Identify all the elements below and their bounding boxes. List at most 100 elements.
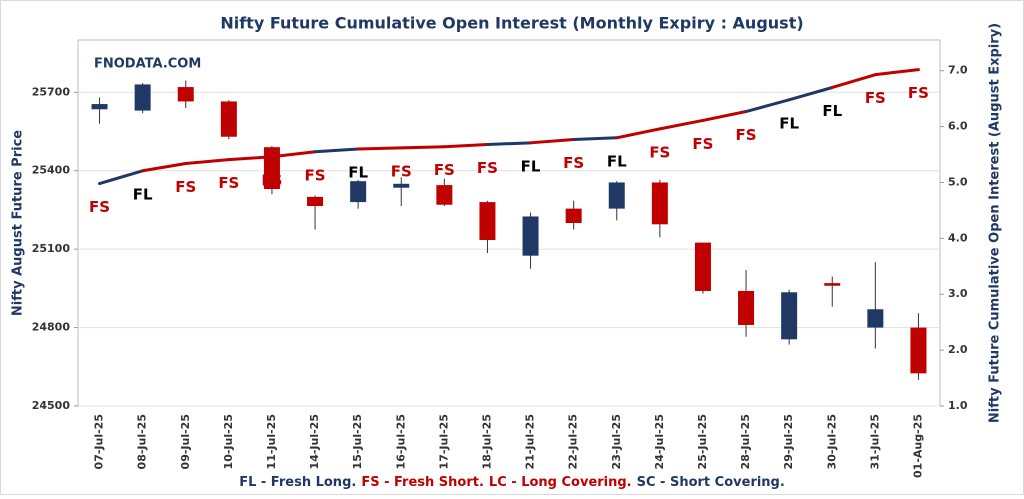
oi-line-segment [744,98,791,114]
legend-item: FL - Fresh Long. [239,475,356,490]
y-tick-label: 25700 [32,85,71,98]
legend: FL - Fresh Long. FS - Fresh Short. LC - Lo… [239,475,785,490]
signal-label: FS [736,126,757,144]
oi-line-segment [399,145,446,150]
candle-body [350,181,367,203]
candle-body [694,242,711,291]
oi-line-segment [873,68,920,77]
candle-body [307,196,324,207]
signal-label: FL [607,152,627,170]
x-tick-label: 25-Jul-25 [696,414,709,469]
oi-line-segment [830,73,877,89]
signal-label: FS [434,161,455,179]
y2-tick-label: 3.0 [948,287,968,300]
y2-tick-label: 4.0 [948,231,968,244]
signal-label: FS [218,174,239,192]
candle-body [651,182,668,225]
y-axis-title: Nifty August Future Price [11,130,26,316]
candle-body [824,283,841,286]
signal-label: FS [175,178,196,196]
candle-body [867,309,884,328]
signal-label: FS [477,159,498,177]
candle-body [522,216,539,256]
x-tick-label: 11-Jul-25 [265,414,278,469]
candle-body [479,202,496,240]
signal-label: FS [563,154,584,172]
signal-label: FS [908,84,929,102]
oi-line-segment [98,169,145,186]
x-tick-label: 14-Jul-25 [308,414,321,469]
x-tick-label: 10-Jul-25 [222,414,235,469]
candle-body [177,87,194,102]
y2-tick-label: 5.0 [948,175,968,188]
x-tick-label: 30-Jul-25 [825,414,838,469]
oi-line-segment [787,85,834,102]
legend-item: SC - Short Covering. [637,475,785,490]
y2-tick-label: 2.0 [948,343,968,356]
x-tick-label: 28-Jul-25 [739,414,752,469]
candle-body [781,292,798,340]
x-tick-label: 08-Jul-25 [136,414,149,469]
candle-body [220,101,237,137]
x-tick-label: 23-Jul-25 [610,414,623,469]
x-tick-label: 07-Jul-25 [93,414,106,469]
signal-label: FS [692,135,713,153]
oi-line-segment [485,141,533,146]
oi-line-segment [184,158,231,165]
watermark: FNODATA.COM [94,57,201,72]
candle-body [134,84,151,111]
x-tick-label: 21-Jul-25 [524,414,537,469]
y-tick-label: 24500 [32,399,71,412]
x-tick-label: 01-Aug-25 [911,414,924,478]
x-tick-label: 18-Jul-25 [480,414,493,469]
x-tick-label: 09-Jul-25 [179,414,192,469]
candle-body [738,290,755,325]
signal-label: FS [391,162,412,180]
oi-line-segment [658,118,705,131]
signal-label: FL [822,102,842,120]
signal-label: FS [305,166,326,184]
oi-line-segment [313,147,360,154]
x-tick-label: 16-Jul-25 [394,414,407,469]
y2-tick-label: 7.0 [948,64,968,77]
chart-title: Nifty Future Cumulative Open Interest (M… [220,14,803,33]
x-tick-label: 15-Jul-25 [351,414,364,469]
candle-body [91,104,108,110]
oi-line-segment [572,136,619,141]
candle-body [910,327,927,374]
y-tick-label: 24800 [32,321,71,334]
signal-label: FS [261,171,282,189]
x-tick-label: 24-Jul-25 [653,414,666,469]
oi-line-segment [529,137,576,145]
signal-label: FS [865,89,886,107]
oi-line-segment [356,146,403,151]
oi-line-segment [141,161,188,173]
y-tick-label: 25100 [32,242,71,255]
y2-tick-label: 1.0 [948,399,968,412]
signal-label: FL [133,185,153,203]
signal-label: FL [521,157,541,175]
oi-line-segment [270,150,317,159]
legend-item: FS - Fresh Short. [361,475,484,490]
x-tick-label: 31-Jul-25 [868,414,881,469]
y2-tick-label: 6.0 [948,120,968,133]
candle-body [436,185,453,205]
candle-body [608,182,625,209]
candle-body [565,208,582,223]
oi-line-segment [227,155,274,162]
signal-label: FS [89,198,110,216]
y-tick-label: 25400 [32,164,71,177]
signal-label: FS [649,143,670,161]
oi-line-segment [701,110,748,122]
x-tick-label: 22-Jul-25 [567,414,580,469]
oi-line-segment [615,127,662,140]
x-tick-label: 17-Jul-25 [437,414,450,469]
legend-item: LC - Long Covering. [489,475,632,490]
y2-axis-title: Nifty Future Cumulative Open Interest (A… [988,23,1003,423]
signal-label: FL [779,114,799,132]
x-tick-label: 29-Jul-25 [782,414,795,469]
candle-body [393,183,410,188]
oi-line-segment [442,142,489,149]
